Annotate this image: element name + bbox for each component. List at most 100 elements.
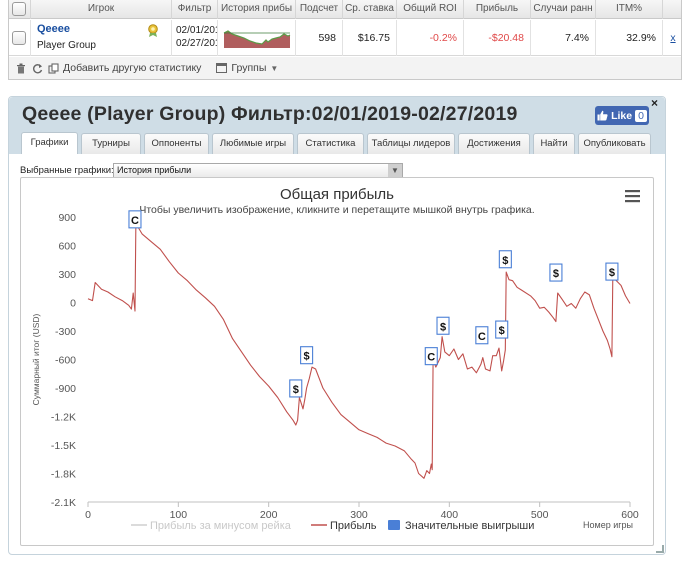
legend-item[interactable]: Значительные выигрыши — [388, 520, 534, 532]
early-cases-cell: 7.4% — [531, 20, 596, 56]
profit-chart-svg[interactable]: 900 600 300 0 -300 -600 -900 -1.2K -1.5K -1.8K -2.… — [21, 178, 653, 545]
tab-favorite-games[interactable]: Любимые игры — [212, 133, 294, 154]
legend-item[interactable]: Прибыль — [311, 520, 377, 532]
add-statistic-button[interactable]: Добавить другую статистику — [63, 62, 202, 74]
stats-table-header: Игрок Фильтр История прибы Подсчет Ср. с… — [9, 0, 681, 19]
player-name-link[interactable]: Qeeee — [37, 23, 71, 35]
column-header-itm[interactable]: ITM% — [596, 0, 663, 19]
significant-win-marker[interactable]: $ — [498, 250, 512, 269]
marker-label: C — [478, 331, 486, 343]
marker-label: $ — [304, 351, 310, 363]
marker-label: C — [427, 352, 435, 364]
significant-win-marker[interactable]: $ — [300, 346, 314, 365]
column-header-profit-history[interactable]: История прибы — [218, 0, 296, 19]
column-header-remove — [663, 0, 683, 19]
marker-label: C — [131, 215, 139, 227]
significant-win-marker[interactable]: $ — [289, 379, 303, 398]
select-all-checkbox[interactable] — [12, 2, 26, 16]
player-graph-panel: Qeeee (Player Group) Фильтр:02/01/2019-0… — [8, 96, 666, 555]
player-group-label: Player Group — [37, 40, 96, 51]
marker-label: $ — [502, 255, 508, 267]
significant-win-marker[interactable]: $ — [549, 263, 563, 282]
chart-selector-value: История прибыли — [117, 165, 192, 175]
select-all-checkbox-cell[interactable] — [9, 0, 31, 19]
count-cell: 598 — [296, 20, 343, 56]
y-axis-title: Суммарный итог (USD) — [31, 313, 41, 405]
x-tick-label: 600 — [621, 509, 639, 521]
legend-swatch — [388, 520, 400, 530]
y-tick-label: -2.1K — [51, 497, 76, 509]
tab-charts[interactable]: Графики — [21, 132, 78, 154]
thumbs-up-icon — [597, 110, 608, 121]
y-tick-label: -900 — [55, 383, 76, 395]
award-icon — [148, 24, 158, 37]
legend-label: Прибыль — [330, 520, 377, 532]
player-cell: Qeeee Player Group — [31, 20, 172, 56]
chart-menu-icon[interactable] — [625, 190, 640, 203]
groups-icon[interactable] — [215, 62, 227, 74]
column-header-early-cases[interactable]: Случаи ранн — [531, 0, 596, 19]
x-tick-label: 200 — [260, 509, 278, 521]
significant-win-marker[interactable]: C — [475, 326, 489, 345]
facebook-like-button[interactable]: Like 0 — [595, 106, 649, 125]
filter-from: 02/01/201 — [176, 25, 218, 36]
y-tick-label: -1.2K — [51, 412, 76, 424]
profit-history-sparkline — [223, 30, 291, 48]
tab-tournaments[interactable]: Турниры — [81, 133, 141, 154]
chevron-down-icon[interactable]: ▼ — [270, 63, 279, 73]
significant-win-marker[interactable]: $ — [495, 320, 509, 339]
tab-statistics[interactable]: Статистика — [297, 133, 364, 154]
filter-cell: 02/01/201 02/27/201 — [172, 20, 218, 56]
series-line-profit[interactable] — [87, 219, 631, 479]
chart-title: Общая прибыль — [280, 186, 394, 203]
tab-opponents[interactable]: Оппоненты — [144, 133, 209, 154]
copy-stats-icon[interactable] — [47, 62, 59, 74]
tab-achievements[interactable]: Достижения — [458, 133, 530, 154]
y-tick-label: 0 — [70, 298, 76, 310]
close-icon[interactable]: × — [651, 96, 659, 110]
x-tick-label: 0 — [85, 509, 91, 521]
column-header-avg-stake[interactable]: Ср. ставка — [343, 0, 397, 19]
chart-selector-dropdown[interactable]: История прибыли ▼ — [113, 163, 403, 178]
legend-label: Прибыль за минусом рейка — [150, 520, 292, 532]
significant-win-marker[interactable]: C — [128, 210, 142, 229]
x-tick-label: 500 — [531, 509, 549, 521]
x-tick-label: 300 — [350, 509, 368, 521]
column-header-filter[interactable]: Фильтр — [172, 0, 218, 19]
refresh-icon[interactable] — [31, 62, 43, 74]
profit-chart[interactable]: 900 600 300 0 -300 -600 -900 -1.2K -1.5K -1.8K -2.… — [20, 177, 654, 546]
trash-icon[interactable] — [15, 62, 27, 74]
chevron-down-icon[interactable]: ▼ — [388, 164, 402, 177]
row-checkbox[interactable] — [12, 31, 26, 45]
chart-selector-label: Выбранные графики: — [20, 165, 114, 176]
tab-find[interactable]: Найти — [533, 133, 575, 154]
stats-toolbar: Добавить другую статистику Группы ▼ — [9, 57, 681, 79]
column-header-roi[interactable]: Общий ROI — [397, 0, 464, 19]
panel-header: Qeeee (Player Group) Фильтр:02/01/2019-0… — [9, 96, 665, 154]
column-header-count[interactable]: Подсчет — [296, 0, 343, 19]
x-axis-title: Номер игры — [583, 520, 633, 530]
column-header-player[interactable]: Игрок — [31, 0, 172, 19]
table-row[interactable]: Qeeee Player Group 02/01/201 02/27/201 5… — [9, 20, 681, 56]
column-header-profit[interactable]: Прибыль — [464, 0, 531, 19]
row-checkbox-cell[interactable] — [9, 20, 31, 56]
groups-dropdown[interactable]: Группы — [231, 62, 267, 74]
y-tick-label: 300 — [58, 269, 76, 281]
itm-cell: 32.9% — [596, 20, 663, 56]
profit-history-cell[interactable] — [218, 20, 296, 56]
chart-subtitle: Чтобы увеличить изображение, кликните и … — [139, 204, 534, 216]
significant-win-marker[interactable]: $ — [436, 316, 450, 335]
significant-win-marker[interactable]: $ — [605, 262, 619, 281]
like-count: 0 — [635, 109, 647, 122]
stats-table: Игрок Фильтр История прибы Подсчет Ср. с… — [8, 0, 682, 80]
resize-handle[interactable] — [656, 545, 664, 553]
tab-leaderboards[interactable]: Таблицы лидеров — [367, 133, 455, 154]
significant-win-marker[interactable]: C — [424, 347, 438, 366]
tab-publish[interactable]: Опубликовать — [578, 133, 651, 154]
legend-item[interactable]: Прибыль за минусом рейка — [131, 520, 292, 532]
y-tick-label: -1.8K — [51, 469, 76, 481]
y-tick-label: -1.5K — [51, 440, 76, 452]
y-tick-label: -600 — [55, 355, 76, 367]
remove-row-link[interactable]: x — [670, 32, 676, 44]
legend-label: Значительные выигрыши — [405, 520, 534, 532]
